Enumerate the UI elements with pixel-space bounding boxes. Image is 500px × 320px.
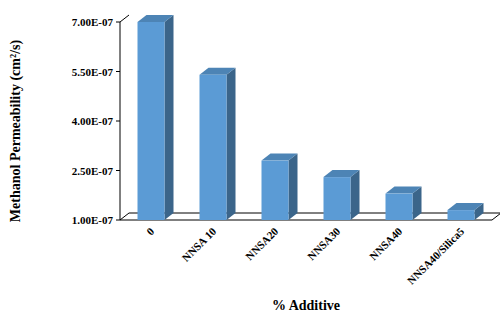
bars — [138, 15, 484, 220]
x-tick-label: NNSA20 — [243, 225, 281, 263]
y-tick — [116, 71, 120, 72]
bar — [386, 194, 413, 220]
y-tick-label: 2.50E-07 — [72, 165, 114, 177]
x-tick-label: NNSA40 — [367, 225, 405, 263]
y-tick-label: 4.00E-07 — [72, 115, 114, 127]
y-tick-label: 5.50E-07 — [72, 66, 114, 78]
bar-side — [289, 154, 298, 220]
bar-side — [165, 15, 174, 220]
bar — [138, 22, 165, 220]
y-tick — [116, 220, 120, 221]
bar-top — [386, 187, 422, 194]
y-axis-title: Methanol Permeability (cm²/s) — [8, 40, 24, 223]
bar-top — [262, 154, 298, 161]
bar-top — [138, 15, 174, 22]
bar — [262, 161, 289, 220]
bar — [200, 75, 227, 220]
x-tick-label: NNSA40/Silica5 — [405, 225, 467, 287]
x-axis-title: % Additive — [272, 298, 340, 313]
bar — [448, 210, 475, 220]
y-tick — [116, 22, 120, 23]
chart: 1.00E-07 2.50E-07 4.00E-07 5.50E-07 7.00E-07… — [0, 0, 500, 320]
bar-top — [324, 170, 360, 177]
y-tick — [116, 170, 120, 171]
y-tick-label: 7.00E-07 — [72, 16, 114, 28]
chart-container: 1.00E-07 2.50E-07 4.00E-07 5.50E-07 7.00E-07… — [0, 0, 500, 320]
x-tick-label: NNSA30 — [305, 225, 343, 263]
bar — [324, 177, 351, 220]
y-tick — [116, 121, 120, 122]
x-tick-label: 0 — [144, 225, 157, 238]
y-tick-label: 1.00E-07 — [72, 214, 114, 226]
bar-top — [200, 68, 236, 75]
floor — [120, 213, 500, 220]
bar-side — [227, 68, 236, 220]
x-tick-label: NNSA 10 — [179, 225, 218, 264]
bar-side — [351, 170, 360, 220]
y-axis-depth — [120, 15, 129, 22]
bar-top — [448, 203, 484, 210]
